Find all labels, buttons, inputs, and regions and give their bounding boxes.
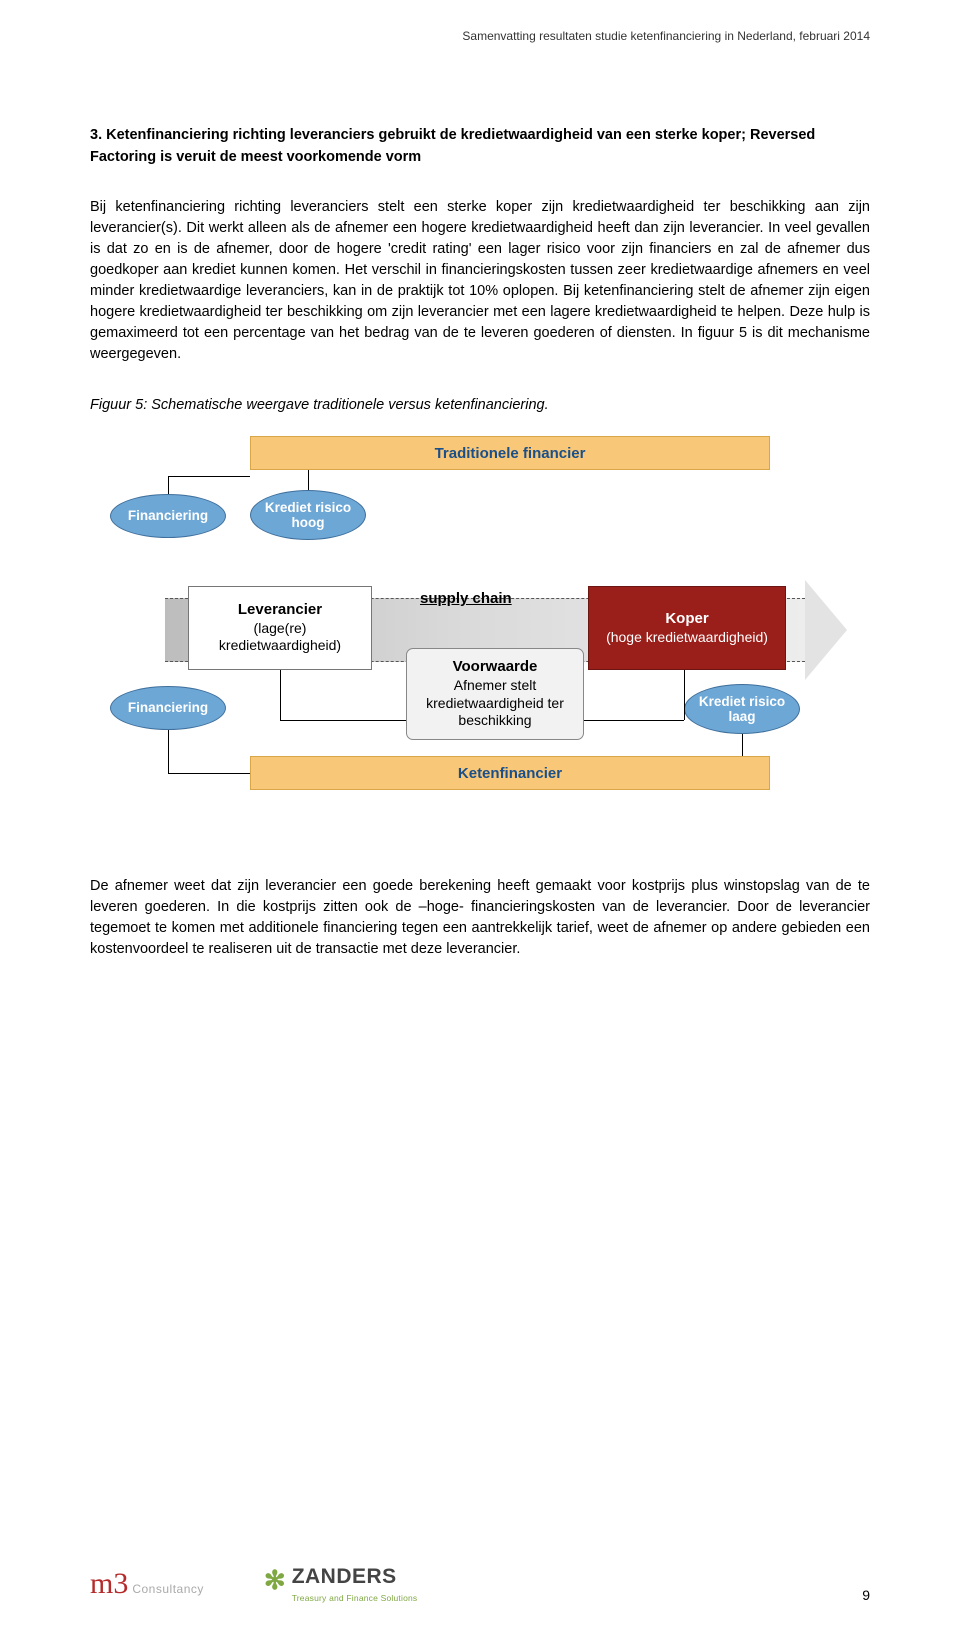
connector-line [168, 773, 250, 774]
ellipse-krediet-risico-laag: Krediet risico laag [684, 684, 800, 734]
voorwaarde-title: Voorwaarde [453, 658, 538, 677]
figure-5-diagram: Traditionele financier Financiering Kred… [110, 436, 850, 836]
koper-title: Koper [665, 610, 708, 629]
connector-line [168, 476, 250, 477]
footer-logos: m3 Consultancy ✻ ZANDERS Treasury and Fin… [90, 1562, 417, 1606]
connector-line [742, 734, 743, 756]
zanders-main: ZANDERS [292, 1562, 418, 1592]
bar-traditionele-financier: Traditionele financier [250, 436, 770, 470]
section-heading: 3. Ketenfinanciering richting leverancie… [90, 125, 870, 169]
connector-line [280, 720, 406, 721]
logo-zanders: ✻ ZANDERS Treasury and Finance Solutions [264, 1562, 418, 1605]
page: Samenvatting resultaten studie ketenfina… [0, 0, 960, 1633]
ellipse-financiering-bottom: Financiering [110, 686, 226, 730]
zanders-sub: Treasury and Finance Solutions [292, 1592, 418, 1604]
page-footer: m3 Consultancy ✻ ZANDERS Treasury and Fin… [90, 1562, 870, 1606]
connector-line [308, 470, 309, 490]
ellipse-financiering-top: Financiering [110, 494, 226, 538]
connector-line [168, 476, 169, 494]
zanders-icon: ✻ [264, 1562, 286, 1600]
box-koper: Koper (hoge kredietwaardigheid) [588, 586, 786, 670]
logo-m3-consultancy: m3 Consultancy [90, 1562, 204, 1606]
leverancier-sub: (lage(re) kredietwaardigheid) [195, 620, 365, 655]
box-leverancier: Leverancier (lage(re) kredietwaardigheid… [188, 586, 372, 670]
body-paragraph-1: Bij ketenfinanciering richting leveranci… [90, 197, 870, 365]
body-paragraph-2: De afnemer weet dat zijn leverancier een… [90, 876, 870, 960]
voorwaarde-sub: Afnemer stelt kredietwaardigheid ter bes… [413, 677, 577, 730]
connector-line [584, 720, 684, 721]
ellipse-risk-bot-label: Krediet risico laag [689, 694, 795, 725]
page-number: 9 [862, 1585, 870, 1605]
logo-m3-sub: Consultancy [132, 1582, 204, 1596]
logo-m3-main: m3 [90, 1567, 128, 1600]
ellipse-risk-top-label: Krediet risico hoog [255, 500, 361, 531]
connector-line [684, 670, 685, 720]
figure-caption: Figuur 5: Schematische weergave traditio… [90, 395, 870, 416]
supply-chain-label: supply chain [420, 588, 512, 610]
box-voorwaarde: Voorwaarde Afnemer stelt kredietwaardigh… [406, 648, 584, 740]
header-text: Samenvatting resultaten studie ketenfina… [90, 28, 870, 45]
koper-sub: (hoge kredietwaardigheid) [606, 629, 768, 647]
connector-line [280, 670, 281, 720]
bar-ketenfinancier: Ketenfinancier [250, 756, 770, 790]
leverancier-title: Leverancier [238, 601, 322, 620]
ellipse-krediet-risico-hoog: Krediet risico hoog [250, 490, 366, 540]
supply-chain-arrow-head-icon [805, 580, 847, 680]
connector-line [168, 730, 169, 773]
